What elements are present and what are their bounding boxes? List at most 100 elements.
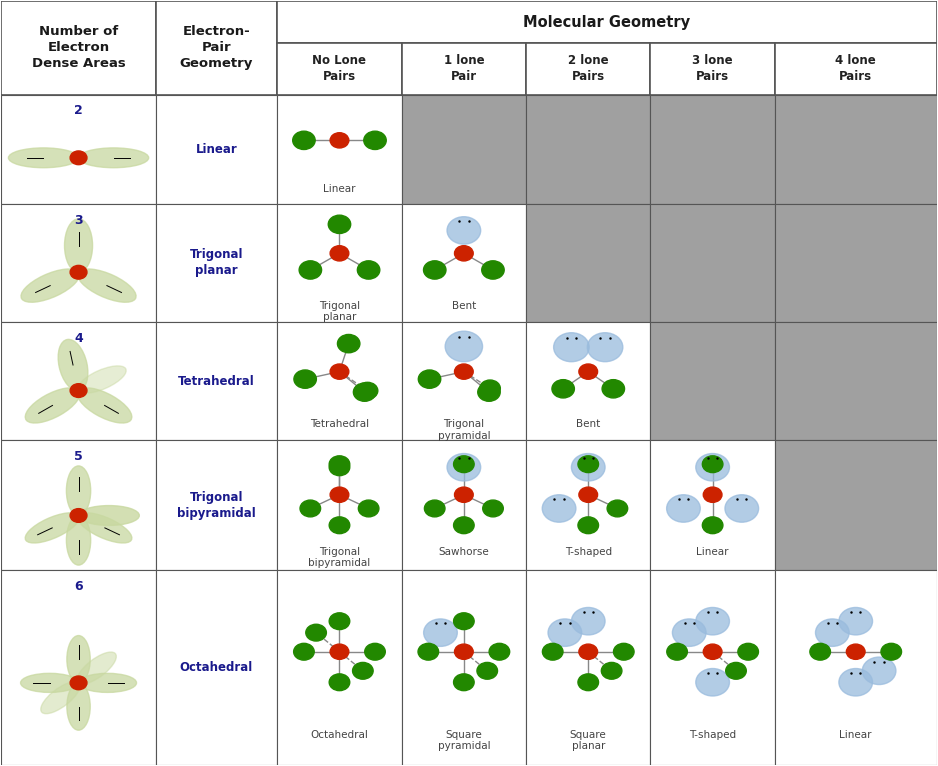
- Circle shape: [477, 663, 497, 679]
- Circle shape: [696, 669, 730, 696]
- Circle shape: [578, 517, 598, 534]
- Circle shape: [607, 500, 628, 517]
- Text: Sawhorse: Sawhorse: [438, 547, 490, 557]
- Circle shape: [329, 674, 350, 691]
- Circle shape: [479, 380, 500, 397]
- Text: 6: 6: [74, 580, 83, 593]
- Text: Square
pyramidal: Square pyramidal: [437, 729, 491, 751]
- Bar: [156, 440, 278, 570]
- Ellipse shape: [65, 219, 93, 272]
- Text: Trigonal
planar: Trigonal planar: [319, 300, 360, 322]
- Circle shape: [613, 643, 634, 660]
- Circle shape: [846, 644, 865, 660]
- Circle shape: [489, 643, 509, 660]
- Bar: [526, 570, 650, 764]
- Circle shape: [338, 335, 360, 353]
- Circle shape: [815, 619, 849, 647]
- Circle shape: [329, 456, 350, 473]
- Circle shape: [447, 453, 480, 481]
- Circle shape: [703, 517, 723, 534]
- Bar: [650, 440, 775, 570]
- Circle shape: [483, 500, 504, 517]
- Circle shape: [578, 456, 598, 473]
- Circle shape: [553, 332, 589, 362]
- Text: T-shaped: T-shaped: [565, 547, 612, 557]
- Circle shape: [424, 260, 446, 279]
- Ellipse shape: [8, 148, 79, 168]
- Circle shape: [704, 487, 722, 502]
- Circle shape: [704, 644, 722, 660]
- Bar: [156, 2, 278, 94]
- Circle shape: [454, 674, 474, 691]
- Circle shape: [365, 643, 386, 660]
- Text: Bent: Bent: [576, 419, 600, 429]
- Circle shape: [839, 607, 872, 635]
- Circle shape: [725, 495, 759, 522]
- Text: Trigonal
pyramidal: Trigonal pyramidal: [437, 419, 491, 440]
- Circle shape: [454, 517, 474, 534]
- Circle shape: [329, 613, 350, 630]
- Circle shape: [70, 265, 87, 279]
- Text: Trigonal
bipyramidal: Trigonal bipyramidal: [177, 490, 256, 519]
- Circle shape: [329, 459, 350, 476]
- Circle shape: [330, 487, 349, 502]
- Circle shape: [70, 676, 87, 689]
- Circle shape: [696, 607, 730, 635]
- Text: T-shaped: T-shaped: [689, 729, 736, 740]
- Ellipse shape: [67, 516, 91, 565]
- Bar: [1, 570, 156, 764]
- Circle shape: [447, 217, 480, 244]
- Text: 3 lone
Pairs: 3 lone Pairs: [692, 54, 733, 83]
- Circle shape: [328, 215, 351, 234]
- Circle shape: [696, 453, 730, 481]
- Text: Octahedral: Octahedral: [180, 661, 253, 674]
- Bar: [775, 204, 937, 322]
- Ellipse shape: [78, 269, 136, 303]
- Ellipse shape: [58, 339, 88, 391]
- Circle shape: [299, 260, 322, 279]
- Circle shape: [70, 384, 87, 398]
- Circle shape: [294, 370, 316, 388]
- Ellipse shape: [67, 683, 90, 730]
- Circle shape: [579, 644, 598, 660]
- Ellipse shape: [21, 269, 80, 303]
- Circle shape: [357, 382, 378, 399]
- Text: Tetrahedral: Tetrahedral: [310, 419, 369, 429]
- Bar: [775, 570, 937, 764]
- Circle shape: [601, 663, 622, 679]
- Ellipse shape: [25, 388, 80, 423]
- Ellipse shape: [79, 673, 137, 692]
- Bar: [401, 570, 526, 764]
- Ellipse shape: [77, 652, 116, 684]
- Bar: [650, 570, 775, 764]
- Circle shape: [602, 380, 625, 398]
- Bar: [1, 204, 156, 322]
- Text: 4 lone
Pairs: 4 lone Pairs: [836, 54, 876, 83]
- Bar: [401, 44, 526, 94]
- Bar: [775, 44, 937, 94]
- Circle shape: [293, 131, 315, 149]
- Circle shape: [571, 607, 605, 635]
- Text: No Lone
Pairs: No Lone Pairs: [312, 54, 367, 83]
- Bar: [401, 322, 526, 440]
- Bar: [526, 204, 650, 322]
- Bar: [526, 44, 650, 94]
- Circle shape: [70, 509, 87, 522]
- Circle shape: [330, 246, 349, 261]
- Bar: [156, 322, 278, 440]
- Circle shape: [703, 456, 723, 473]
- Circle shape: [364, 131, 386, 149]
- Ellipse shape: [67, 466, 91, 516]
- Bar: [278, 94, 401, 204]
- Circle shape: [354, 383, 376, 401]
- Circle shape: [482, 260, 505, 279]
- Text: Trigonal
planar: Trigonal planar: [189, 248, 243, 277]
- Text: 5: 5: [74, 450, 83, 463]
- Text: Square
planar: Square planar: [570, 729, 607, 751]
- Text: Octahedral: Octahedral: [310, 729, 369, 740]
- Circle shape: [455, 644, 473, 660]
- Text: Trigonal
bipyramidal: Trigonal bipyramidal: [309, 547, 371, 568]
- Circle shape: [477, 383, 500, 401]
- Circle shape: [353, 663, 373, 679]
- Circle shape: [738, 643, 759, 660]
